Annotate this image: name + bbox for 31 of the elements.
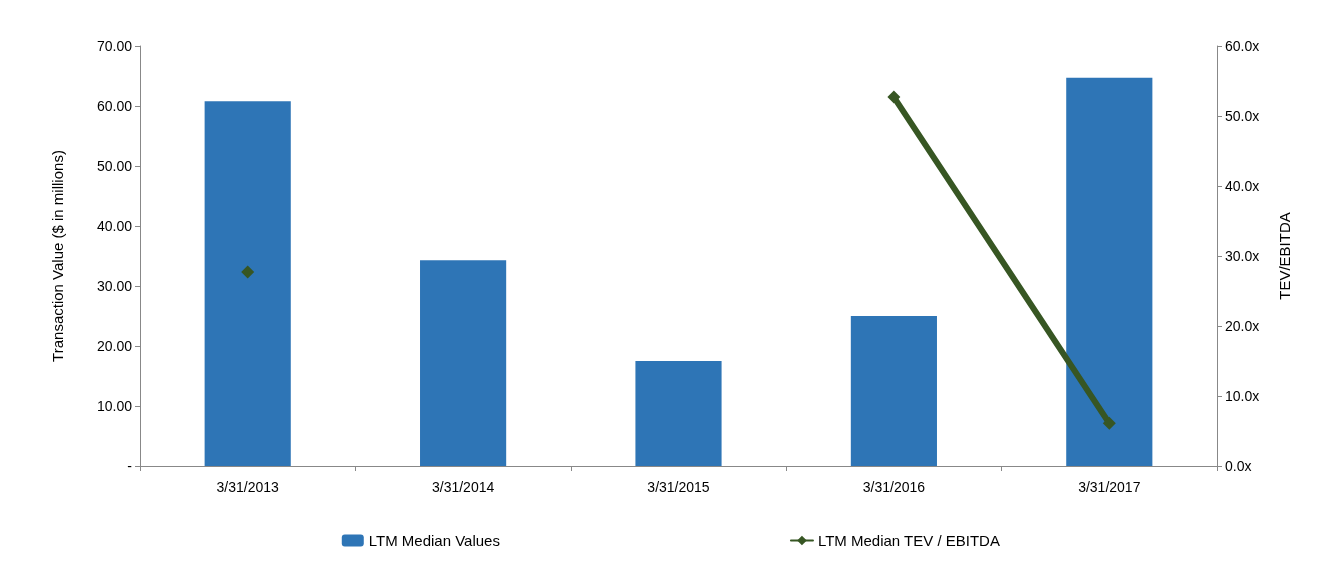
y2-tick-label: 10.0x (1225, 388, 1260, 404)
y-tick-label: 60.00 (96, 98, 133, 114)
bar (420, 260, 507, 466)
y-tick-label: 30.00 (96, 278, 133, 294)
y-tick-label: 20.00 (96, 338, 133, 354)
x-tick-label: 3/31/2014 (431, 479, 495, 495)
y-tick-label: 50.00 (96, 158, 133, 174)
y2-tick-label: 50.0x (1225, 108, 1260, 124)
x-tick-label: 3/31/2015 (647, 479, 710, 495)
y2-tick-label: 20.0x (1225, 318, 1260, 334)
point (1102, 416, 1116, 430)
y-tick-label: 40.00 (96, 218, 133, 234)
legend-label: LTM Median Values (368, 532, 500, 549)
y2-tick-label: 30.0x (1225, 248, 1260, 264)
bar (850, 316, 937, 466)
x-tick-label: 3/31/2017 (1078, 479, 1141, 495)
y-axis-title: Transaction Value ($ in millions) (49, 150, 66, 362)
point (241, 265, 255, 279)
y-tick-label: 70.00 (96, 38, 133, 54)
x-tick-label: 3/31/2016 (862, 479, 926, 495)
bar (635, 361, 722, 466)
y2-axis-title: TEV/EBITDA (1276, 212, 1293, 300)
x-tick-label: 3/31/2013 (216, 479, 280, 495)
y2-tick-label: 0.0x (1225, 458, 1252, 474)
legend-label: LTM Median TEV / EBITDA (817, 532, 1000, 549)
bar (204, 101, 291, 466)
y2-tick-label: 40.0x (1225, 178, 1260, 194)
y-tick-label: 10.00 (96, 398, 133, 414)
y2-tick-label: 60.0x (1225, 38, 1260, 54)
point (887, 90, 901, 104)
y-tick-label: - (127, 458, 133, 474)
